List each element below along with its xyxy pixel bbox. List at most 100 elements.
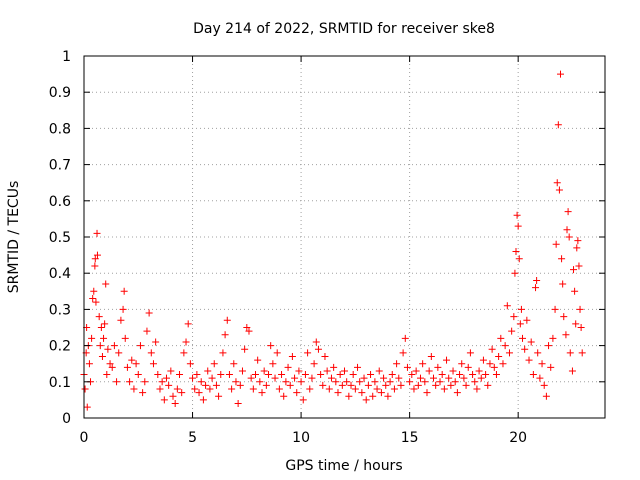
data-point bbox=[336, 371, 344, 379]
data-point bbox=[128, 356, 136, 364]
data-point bbox=[143, 327, 151, 335]
data-point bbox=[513, 211, 521, 219]
data-point bbox=[525, 356, 533, 364]
data-point bbox=[93, 229, 101, 237]
data-point bbox=[508, 327, 516, 335]
data-point bbox=[132, 360, 140, 368]
data-point bbox=[552, 240, 560, 248]
data-point bbox=[123, 363, 131, 371]
data-point bbox=[373, 385, 381, 393]
data-point bbox=[449, 367, 457, 375]
data-point bbox=[532, 284, 540, 292]
data-point bbox=[570, 266, 578, 274]
data-point bbox=[401, 334, 409, 342]
data-point bbox=[534, 349, 542, 357]
data-point bbox=[81, 385, 89, 393]
data-point bbox=[375, 367, 383, 375]
data-point bbox=[217, 371, 225, 379]
data-point bbox=[197, 378, 205, 386]
data-point bbox=[560, 313, 568, 321]
gridlines bbox=[84, 56, 605, 418]
data-point bbox=[158, 378, 166, 386]
data-point bbox=[564, 208, 572, 216]
data-point bbox=[425, 367, 433, 375]
data-point bbox=[495, 352, 503, 360]
data-point bbox=[85, 360, 93, 368]
data-point bbox=[390, 385, 398, 393]
data-point bbox=[360, 374, 368, 382]
data-point bbox=[542, 392, 550, 400]
data-point bbox=[96, 342, 104, 350]
data-point bbox=[180, 349, 188, 357]
data-point bbox=[299, 396, 307, 404]
data-point bbox=[427, 352, 435, 360]
data-point bbox=[169, 392, 177, 400]
data-point bbox=[430, 374, 438, 382]
y-tick-label: 1 bbox=[62, 49, 71, 65]
data-point bbox=[310, 360, 318, 368]
x-tick-label: 0 bbox=[80, 430, 89, 446]
data-point bbox=[178, 389, 186, 397]
x-tick-label: 20 bbox=[509, 430, 527, 446]
data-point bbox=[317, 371, 325, 379]
data-point bbox=[505, 349, 513, 357]
data-point bbox=[406, 378, 414, 386]
data-point bbox=[434, 363, 442, 371]
data-point bbox=[515, 255, 523, 263]
data-point bbox=[323, 367, 331, 375]
data-point bbox=[473, 385, 481, 393]
data-point bbox=[469, 371, 477, 379]
y-tick-label: 0.8 bbox=[49, 121, 71, 137]
data-point bbox=[573, 244, 581, 252]
data-point bbox=[464, 363, 472, 371]
data-point bbox=[386, 378, 394, 386]
data-point bbox=[536, 374, 544, 382]
data-point bbox=[421, 378, 429, 386]
data-point bbox=[486, 360, 494, 368]
data-point bbox=[171, 400, 179, 408]
data-point bbox=[304, 349, 312, 357]
data-point bbox=[286, 381, 294, 389]
data-point bbox=[121, 334, 129, 342]
data-point bbox=[147, 349, 155, 357]
data-point bbox=[97, 324, 105, 331]
data-point bbox=[117, 316, 125, 324]
data-point bbox=[382, 381, 390, 389]
data-point bbox=[228, 385, 236, 393]
data-point bbox=[273, 349, 281, 357]
data-point bbox=[364, 381, 372, 389]
data-point bbox=[184, 320, 192, 328]
data-point bbox=[113, 378, 121, 386]
data-point bbox=[377, 389, 385, 397]
data-point bbox=[130, 385, 138, 393]
data-point bbox=[559, 280, 567, 288]
data-point bbox=[540, 381, 548, 389]
data-point bbox=[362, 396, 370, 404]
data-point bbox=[321, 352, 329, 360]
data-point bbox=[182, 338, 190, 346]
data-point bbox=[453, 389, 461, 397]
data-point bbox=[519, 334, 527, 342]
data-point bbox=[499, 360, 507, 368]
y-tick-label: 0.3 bbox=[49, 302, 71, 318]
data-point bbox=[325, 385, 333, 393]
data-point bbox=[549, 334, 557, 342]
data-point bbox=[575, 262, 583, 270]
data-point bbox=[490, 363, 498, 371]
data-point bbox=[278, 371, 286, 379]
data-point bbox=[308, 374, 316, 382]
data-point bbox=[545, 342, 553, 350]
data-point bbox=[410, 385, 418, 393]
data-point bbox=[572, 320, 580, 328]
tick-labels: 00.10.20.30.40.50.60.70.80.910 5 10 15 20 bbox=[49, 49, 527, 446]
data-point bbox=[563, 226, 571, 234]
y-tick-label: 0.4 bbox=[49, 266, 71, 282]
data-point bbox=[443, 356, 451, 364]
data-point bbox=[95, 313, 103, 321]
data-point bbox=[553, 179, 561, 187]
data-point bbox=[249, 385, 257, 393]
data-point bbox=[388, 371, 396, 379]
data-point bbox=[514, 222, 522, 230]
data-point bbox=[397, 381, 405, 389]
axis-ticks bbox=[83, 55, 605, 419]
